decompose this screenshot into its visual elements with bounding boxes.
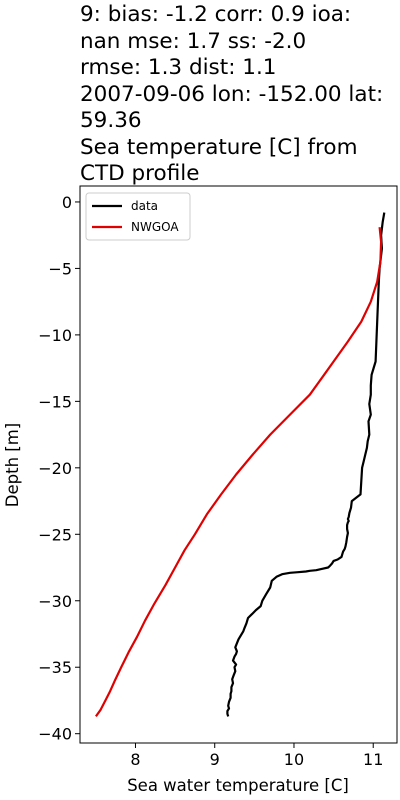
- x-tick-label: 10: [284, 750, 304, 769]
- chart-title: 9: bias: -1.2 corr: 0.9 ioa: nan mse: 1.…: [80, 2, 398, 188]
- x-tick-label: 8: [130, 750, 140, 769]
- y-axis-label: Depth [m]: [3, 423, 22, 507]
- title-line: Sea temperature [C] from: [80, 134, 358, 160]
- title-line: rmse: 1.3 dist: 1.1: [80, 55, 277, 80]
- y-tick-label: 0: [62, 193, 72, 212]
- title-line: 2007-09-06 lon: -152.00 lat:: [80, 81, 384, 107]
- x-axis-label: Sea water temperature [C]: [127, 776, 349, 795]
- x-axis: 8 9 10 11: [130, 743, 383, 769]
- legend-box: [85, 192, 191, 241]
- legend: data NWGOA: [85, 192, 191, 241]
- series-line-data: [226, 212, 386, 717]
- x-tick-label: 11: [363, 750, 383, 769]
- plot-frame: [79, 185, 398, 744]
- y-tick-label: −5: [48, 259, 72, 278]
- y-tick-label: −40: [38, 725, 72, 744]
- legend-label-data: data: [131, 199, 158, 213]
- y-tick-label: −20: [38, 459, 72, 478]
- title-line: CTD profile: [80, 161, 200, 186]
- y-tick-label: −25: [38, 525, 72, 544]
- title-line: 9: bias: -1.2 corr: 0.9 ioa:: [80, 2, 352, 27]
- plot-lines: [95, 212, 386, 718]
- y-tick-label: −10: [38, 326, 72, 345]
- title-line: nan mse: 1.7 ss: -2.0: [80, 28, 307, 54]
- title-line: 59.36: [80, 108, 142, 133]
- y-tick-label: −30: [38, 592, 72, 611]
- x-tick-label: 9: [210, 750, 220, 769]
- legend-label-nwgoa: NWGOA: [131, 220, 179, 234]
- series-line-nwgoa: [95, 227, 383, 718]
- y-tick-label: −15: [38, 392, 72, 411]
- y-axis: 0 −5 −10 −15 −20 −25 −30 −35 −40: [38, 193, 80, 744]
- y-tick-label: −35: [38, 658, 72, 677]
